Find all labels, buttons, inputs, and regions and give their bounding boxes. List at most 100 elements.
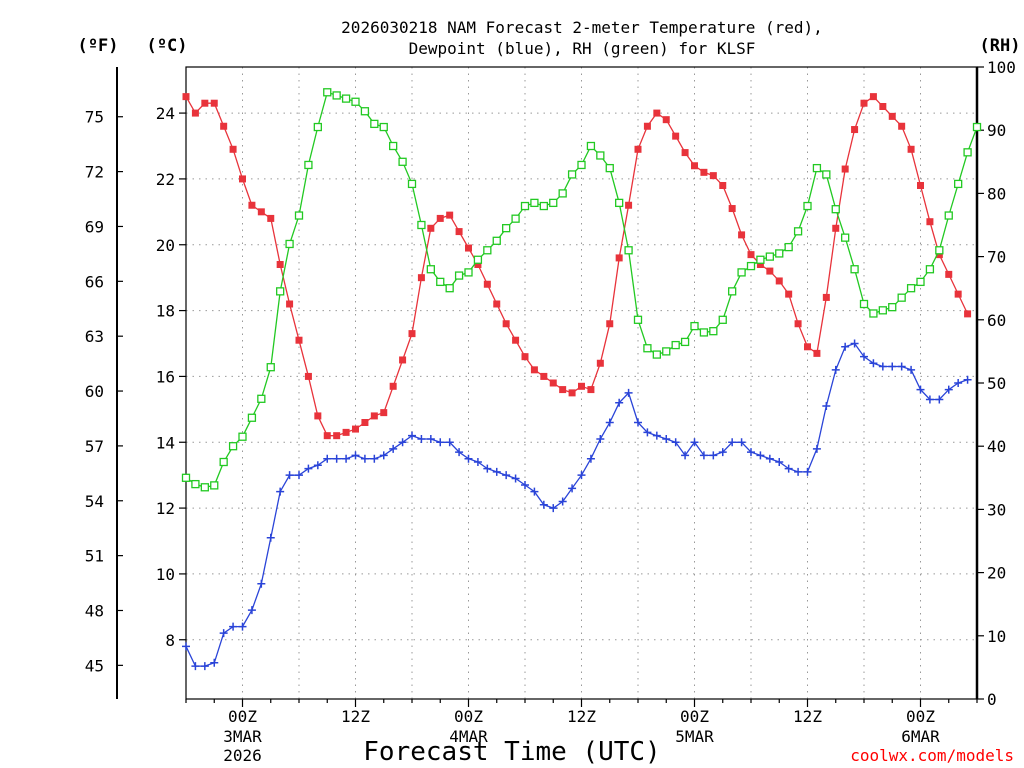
rh-point — [313, 122, 322, 132]
dewpoint-point — [549, 504, 558, 513]
rh-tick-label: 30 — [987, 500, 1006, 519]
rh-point — [210, 481, 219, 490]
temperature-point — [248, 201, 256, 209]
dewpoint-point — [398, 438, 407, 447]
temperature-point — [945, 270, 953, 278]
temperature-point — [474, 261, 482, 268]
dewpoint-point — [521, 481, 529, 490]
x-axis-label: Forecast Time (UTC) — [363, 737, 660, 767]
temperature-point — [860, 99, 868, 107]
rh-tick-label: 20 — [987, 564, 1006, 583]
rh-point — [709, 327, 718, 336]
dewpoint-point — [247, 606, 256, 615]
temperature-point — [314, 412, 322, 420]
temperature-point — [578, 382, 585, 390]
temperature-point — [804, 343, 811, 351]
rh-point — [624, 246, 633, 255]
temperature-point — [286, 300, 294, 308]
dewpoint-point — [332, 454, 341, 463]
temperature-point — [719, 182, 727, 189]
rh-point — [502, 224, 511, 233]
temperature-point — [549, 379, 557, 387]
rh-point — [511, 214, 520, 223]
rh-tick-label: 90 — [987, 121, 1006, 140]
fahrenheit-tick-label: 72 — [85, 163, 104, 182]
dewpoint-point — [351, 451, 360, 460]
rh-point — [407, 179, 417, 189]
rh-tick-label: 60 — [987, 311, 1006, 330]
rh-point — [473, 255, 483, 264]
rh-point — [247, 413, 257, 422]
rh-point — [257, 394, 266, 403]
dewpoint-point — [605, 418, 614, 427]
dewpoint-point — [916, 385, 925, 394]
temperature-point — [822, 293, 830, 301]
rh-point — [652, 350, 661, 359]
rh-point — [765, 252, 774, 261]
celsius-tick-label: 20 — [156, 236, 175, 255]
x-tick-label: 00Z — [228, 707, 257, 726]
dewpoint-point — [492, 467, 501, 476]
dewpoint-point — [803, 467, 812, 476]
temperature-point — [276, 261, 284, 268]
rh-point — [492, 236, 501, 245]
dewpoint-point — [323, 454, 332, 463]
fahrenheit-tick-label: 54 — [85, 492, 104, 511]
temperature-point — [408, 330, 416, 338]
rh-tick-label: 100 — [987, 58, 1016, 77]
dewpoint-point — [577, 471, 586, 480]
dewpoint-point — [935, 395, 944, 404]
dewpoint-point — [417, 434, 426, 443]
temperature-point — [832, 224, 840, 232]
rh-point — [567, 170, 577, 179]
rh-point — [906, 284, 916, 293]
dewpoint-point — [747, 448, 755, 457]
rh-point — [803, 201, 812, 211]
temperature-point — [342, 428, 350, 436]
dewpoint-point — [304, 464, 313, 473]
rh-point — [266, 363, 275, 372]
dewpoint-point — [681, 451, 690, 460]
x-tick-label: 12Z — [341, 707, 370, 726]
temperature-point — [229, 145, 237, 153]
rh-point — [662, 347, 671, 356]
chart-title-line1: 2026030218 NAM Forecast 2-meter Temperat… — [341, 18, 823, 37]
dewpoint-point — [728, 438, 737, 447]
rh-point — [586, 141, 596, 151]
temperature-point — [559, 386, 567, 394]
temperature-line — [185, 95, 969, 437]
dewpoint-point — [860, 352, 868, 361]
dewpoint-point — [878, 362, 887, 371]
rh-point — [869, 309, 878, 318]
temperature-point — [879, 103, 887, 110]
rh-point — [831, 205, 840, 214]
dewpoint-point — [182, 642, 190, 651]
dewpoint-point — [662, 434, 671, 443]
fahrenheit-tick-label: 63 — [85, 327, 104, 346]
dewpoint-point — [784, 464, 793, 473]
fahrenheit-tick-label: 51 — [85, 547, 104, 566]
dewpoint-point — [266, 533, 275, 542]
fahrenheit-tick-label: 60 — [85, 382, 104, 401]
temperature-point — [841, 165, 849, 173]
rh-point — [615, 198, 624, 208]
rh-point — [539, 201, 548, 211]
temperature-point — [888, 112, 896, 120]
temperature-point — [191, 109, 199, 117]
dewpoint-point — [342, 454, 351, 463]
temperature-point — [220, 122, 228, 130]
rh-point — [935, 246, 944, 255]
temperature-point — [210, 99, 218, 107]
temperature-point — [935, 251, 943, 259]
temperature-point — [851, 126, 859, 134]
rh-point — [841, 233, 850, 242]
dewpoint-point — [652, 431, 661, 440]
rh-point — [520, 201, 530, 211]
temperature-point — [370, 412, 378, 420]
rh-point — [878, 306, 887, 315]
dewpoint-point — [624, 388, 633, 397]
temperature-point — [634, 145, 642, 153]
dewpoint-point — [285, 471, 294, 480]
dewpoint-point — [370, 454, 379, 463]
rh-point — [972, 122, 982, 132]
